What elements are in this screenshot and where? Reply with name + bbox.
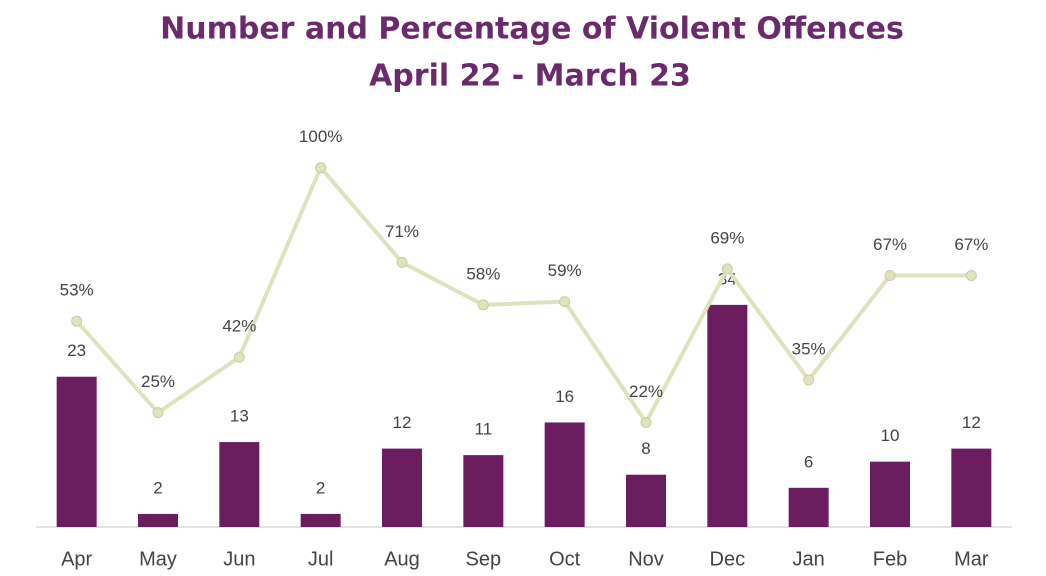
line-value-label: 67% xyxy=(873,235,907,254)
bar xyxy=(707,304,748,527)
x-tick-label: Feb xyxy=(873,548,907,570)
line-marker xyxy=(640,416,652,428)
x-tick-label: Jan xyxy=(793,548,825,570)
line-marker xyxy=(884,269,896,281)
line-value-label: 53% xyxy=(60,281,94,300)
bar-value-label: 16 xyxy=(555,387,574,406)
line-value-label: 42% xyxy=(222,317,256,336)
line-marker xyxy=(721,263,733,275)
line-value-label: 67% xyxy=(954,235,988,254)
line-marker xyxy=(965,269,977,281)
x-tick-label: Dec xyxy=(710,548,746,570)
bar xyxy=(951,448,992,527)
line-marker xyxy=(315,162,327,174)
line-marker xyxy=(152,407,164,419)
bar xyxy=(138,513,178,527)
bar xyxy=(463,455,504,527)
bar xyxy=(382,448,422,527)
line-value-label: 35% xyxy=(792,339,826,358)
x-tick-label: May xyxy=(139,548,177,570)
bar xyxy=(870,461,910,527)
line-marker xyxy=(233,351,245,363)
bar-value-label: 2 xyxy=(153,478,162,497)
chart-title: Number and Percentage of Violent Offence… xyxy=(160,12,904,47)
bar-value-label: 6 xyxy=(804,452,813,471)
line-marker xyxy=(396,256,408,268)
bar xyxy=(544,422,585,527)
bar-value-label: 10 xyxy=(881,426,900,445)
bar-value-label: 11 xyxy=(475,420,493,439)
bar xyxy=(219,442,260,527)
x-tick-label: Aug xyxy=(384,548,420,570)
line-value-label: 71% xyxy=(385,222,419,241)
bar xyxy=(626,474,666,527)
bar xyxy=(56,376,97,527)
x-tick-label: Nov xyxy=(628,548,664,570)
x-tick-label: Jun xyxy=(223,548,255,570)
line-value-label: 25% xyxy=(141,372,175,391)
bar xyxy=(300,513,341,527)
bar-value-label: 13 xyxy=(230,407,249,426)
line-value-label: 100% xyxy=(299,127,342,146)
line-value-label: 58% xyxy=(466,264,500,283)
x-tick-label: Oct xyxy=(549,548,581,570)
x-tick-label: Apr xyxy=(61,548,92,570)
line-value-label: 59% xyxy=(548,261,582,280)
chart-subtitle: April 22 - March 23 xyxy=(369,59,691,94)
x-tick-label: Sep xyxy=(466,548,502,570)
line-marker xyxy=(559,296,571,308)
line-value-label: 69% xyxy=(710,228,744,247)
line xyxy=(75,163,972,427)
bar-value-label: 2 xyxy=(316,478,325,497)
bar-value-label: 12 xyxy=(393,413,412,432)
bar xyxy=(788,487,829,527)
x-tick-label: Mar xyxy=(954,548,989,570)
line-marker xyxy=(71,315,83,327)
bar-value-label: 12 xyxy=(962,413,981,432)
line-marker xyxy=(803,374,815,386)
line-marker xyxy=(477,299,489,311)
bar-value-label: 8 xyxy=(641,439,650,458)
line-value-label: 22% xyxy=(629,382,663,401)
bar-value-label: 23 xyxy=(67,341,86,360)
x-tick-label: Jul xyxy=(308,548,334,570)
